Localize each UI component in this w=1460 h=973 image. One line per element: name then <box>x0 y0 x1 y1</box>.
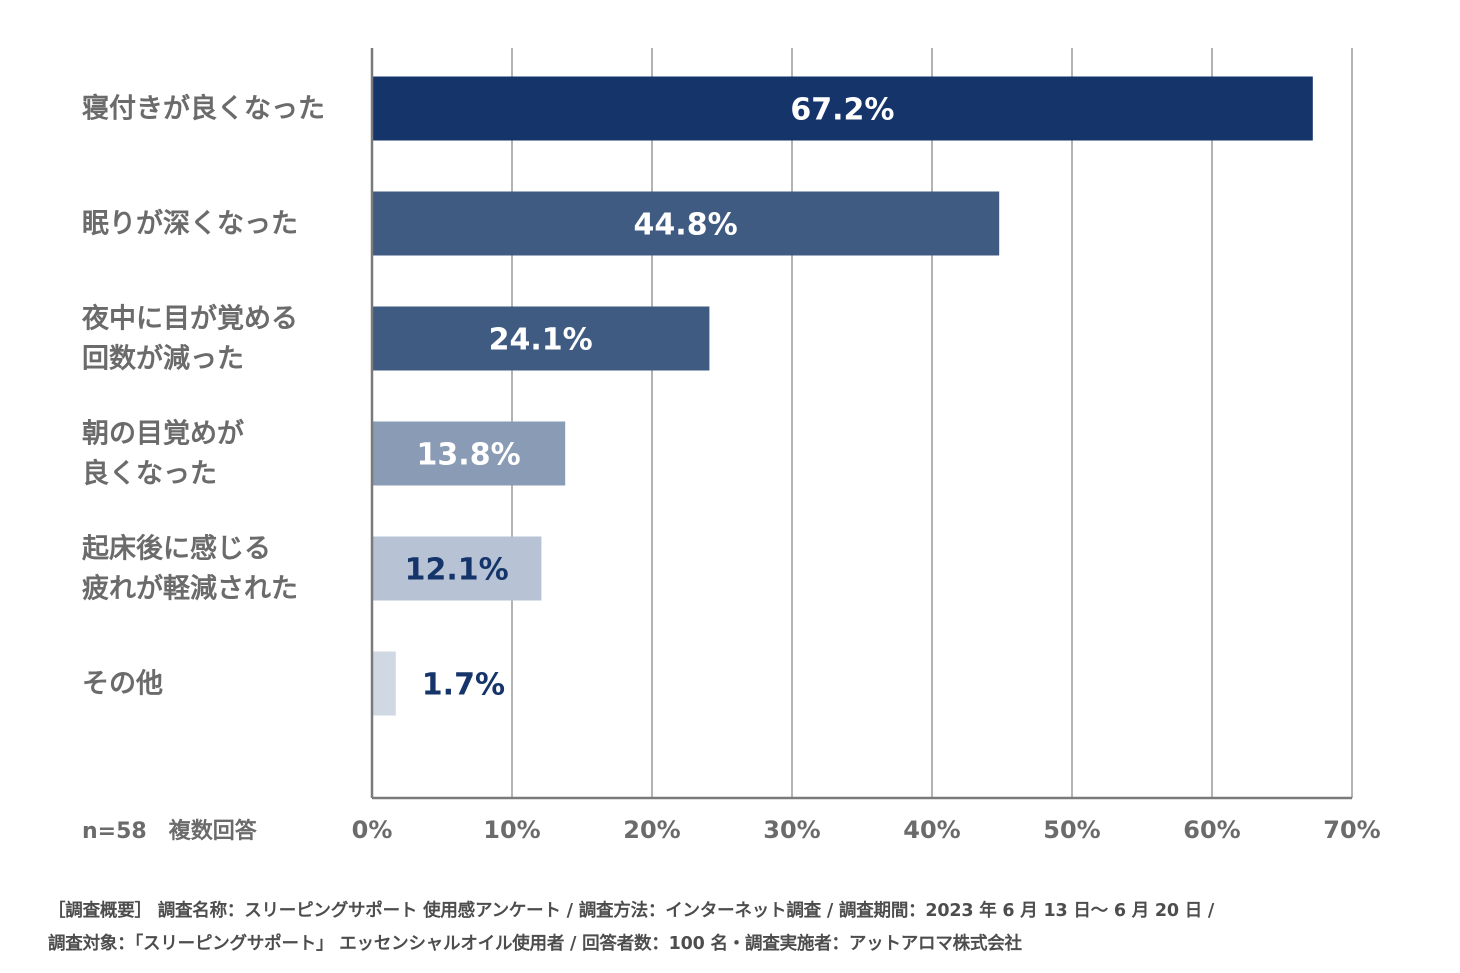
data-label: 67.2% <box>790 93 894 128</box>
x-tick-labels: 0% 10% 20% 30% 40% 50% 60% 70% <box>352 816 1381 844</box>
x-tick-label: 10% <box>483 816 540 844</box>
category-labels: 寝付きが良くなった眠りが深くなった夜中に目が覚める回数が減った朝の目覚めが良くな… <box>81 93 325 700</box>
axes <box>370 48 1352 800</box>
survey-summary-line-2: 調査対象：「スリーピングサポート」 エッセンシャルオイル使用者 / 回答者数：1… <box>48 934 1022 954</box>
data-label: 44.8% <box>634 208 738 243</box>
bar <box>372 651 396 716</box>
category-label: 朝の目覚めが <box>82 418 244 450</box>
x-tick-label: 70% <box>1323 816 1380 844</box>
category-label: 眠りが深くなった <box>82 208 298 240</box>
x-tick-label: 30% <box>763 816 820 844</box>
bar <box>372 536 542 601</box>
x-tick-label: 20% <box>623 816 680 844</box>
x-tick-label: 40% <box>903 816 960 844</box>
survey-summary-line-1: ［調査概要］ 調査名称：スリーピングサポート 使用感アンケート / 調査方法：イ… <box>48 901 1215 921</box>
bar <box>372 421 566 486</box>
category-label: 良くなった <box>82 458 217 490</box>
category-label: 寝付きが良くなった <box>82 93 325 125</box>
bar <box>372 76 1313 141</box>
data-label: 1.7% <box>422 668 505 703</box>
bars <box>372 76 1313 716</box>
bar <box>372 306 710 371</box>
category-label: 疲れが軽減された <box>82 573 298 605</box>
data-label: 13.8% <box>417 438 521 473</box>
x-tick-label: 60% <box>1183 816 1240 844</box>
bar-chart: 寝付きが良くなった眠りが深くなった夜中に目が覚める回数が減った朝の目覚めが良くな… <box>81 48 1381 844</box>
x-tick-label: 50% <box>1043 816 1100 844</box>
category-label: その他 <box>82 669 163 700</box>
category-label: 夜中に目が覚める <box>81 303 298 335</box>
value-labels: 67.2% 44.8% 24.1% 13.8% 12.1% 1.7% <box>405 93 895 703</box>
data-label: 12.1% <box>405 553 509 588</box>
category-label: 回数が減った <box>82 343 244 375</box>
grid-lines <box>511 48 1353 798</box>
category-label: 起床後に感じる <box>82 533 271 565</box>
data-label: 24.1% <box>489 323 593 358</box>
sample-size-note: n=58 複数回答 <box>82 818 258 844</box>
x-tick-label: 0% <box>352 816 393 844</box>
bar <box>372 191 1000 256</box>
